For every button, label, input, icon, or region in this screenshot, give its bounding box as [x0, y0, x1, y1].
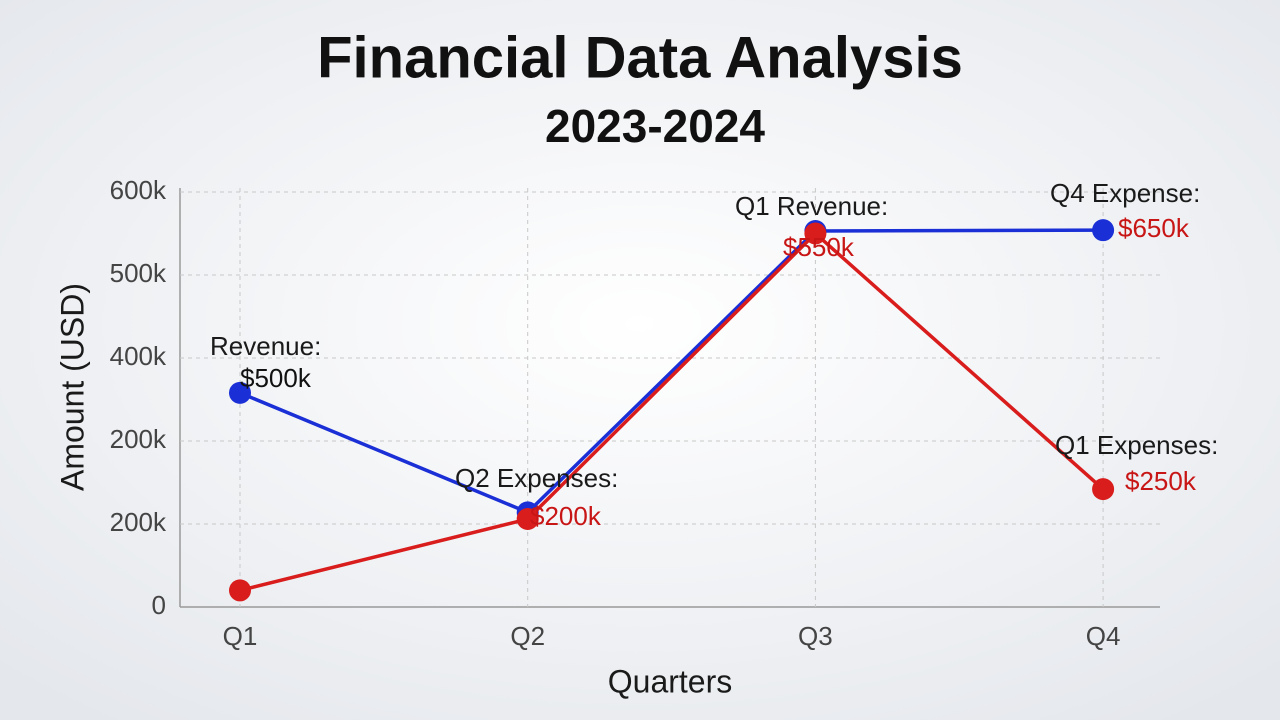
data-point	[229, 579, 251, 602]
data-point	[516, 508, 539, 531]
annotation-title: Q1 Expenses:	[1055, 430, 1218, 460]
x-tick-label: Q4	[1086, 621, 1121, 651]
y-tick-label: 200k	[110, 507, 167, 537]
data-point	[1092, 478, 1115, 501]
x-tick-label: Q1	[223, 621, 258, 651]
series-line	[239, 228, 1104, 515]
x-axis-label: Quarters	[608, 663, 732, 699]
annotation-value: $500k	[240, 363, 312, 393]
annotation-value: $650k	[1118, 213, 1190, 243]
data-point	[804, 222, 827, 245]
y-tick-label: 400k	[110, 341, 167, 371]
y-tick-label: 0	[152, 590, 166, 620]
data-point	[229, 381, 251, 404]
annotation-value: $550k	[783, 232, 855, 262]
data-point	[1092, 219, 1115, 242]
series-line	[239, 231, 1105, 593]
y-tick-label: 600k	[110, 175, 167, 205]
annotation-title: Revenue:	[210, 331, 321, 361]
x-tick-label: Q2	[510, 621, 545, 651]
annotation-value: $200k	[530, 501, 602, 531]
annotation-title: Q4 Expense:	[1050, 178, 1200, 208]
chart-subtitle: 2023-2024	[545, 100, 765, 152]
annotation-title: Q1 Revenue:	[735, 191, 888, 221]
y-axis-label: Amount (USD)	[54, 283, 90, 491]
chart-title: Financial Data Analysis	[317, 25, 963, 90]
y-tick-label: 500k	[110, 258, 167, 288]
x-tick-label: Q3	[798, 621, 833, 651]
y-tick-label: 200k	[110, 424, 167, 454]
annotation-value: $250k	[1125, 466, 1197, 496]
annotation-title: Q2 Expenses:	[455, 463, 618, 493]
